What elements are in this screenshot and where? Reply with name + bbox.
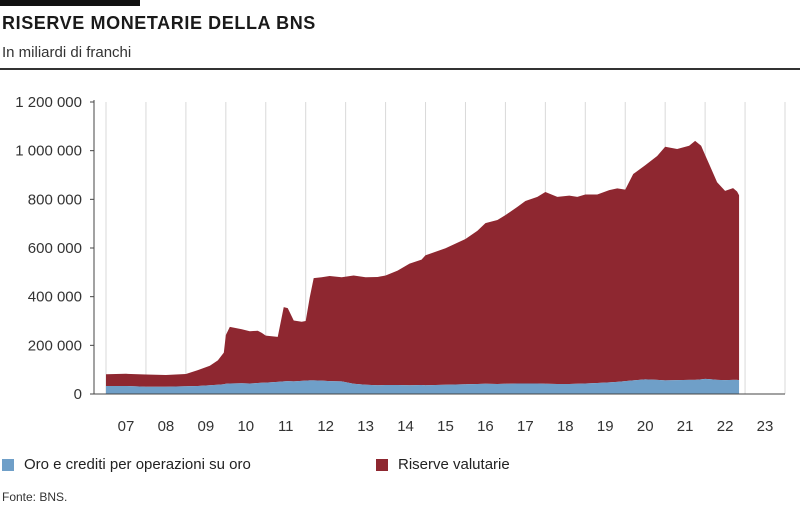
y-tick-label: 1 200 000: [15, 94, 82, 111]
x-tick-label: 17: [517, 418, 534, 435]
header-rule: [0, 68, 800, 70]
x-tick-label: 09: [198, 418, 215, 435]
y-tick-label: 0: [74, 386, 82, 403]
y-tick-label: 200 000: [28, 337, 82, 354]
legend-item-gold: Oro e crediti per operazioni su oro: [2, 456, 251, 473]
y-tick-label: 600 000: [28, 240, 82, 257]
legend-swatch-gold: [2, 458, 14, 471]
y-axis-ticks: 0 200 000 400 000 600 000 800 000 1 000 000 1 …: [15, 94, 82, 403]
x-tick-label: 20: [637, 418, 654, 435]
header-accent-bar: [0, 0, 140, 6]
y-tick-label: 400 000: [28, 289, 82, 306]
x-tick-label: 08: [158, 418, 175, 435]
area-layer: [106, 140, 740, 394]
x-tick-label: 11: [278, 418, 294, 435]
x-tick-label: 16: [477, 418, 494, 435]
legend-item-fx: Riserve valutarie: [376, 456, 510, 473]
x-axis-ticks: 07 08 09 10 11 12 13 14 15 16 17 18 19 20 21 22 23: [118, 418, 774, 435]
chart-subtitle: In miliardi di franchi: [2, 44, 132, 61]
y-tick-label: 800 000: [28, 191, 82, 208]
chart-title: RISERVE MONETARIE DELLA BNS: [2, 13, 316, 33]
x-tick-label: 21: [677, 418, 694, 435]
legend-swatch-fx: [376, 458, 388, 471]
x-tick-label: 10: [237, 418, 254, 435]
x-tick-label: 15: [437, 418, 454, 435]
x-tick-label: 12: [317, 418, 334, 435]
source-note: Fonte: BNS.: [2, 490, 68, 504]
x-tick-label: 22: [717, 418, 734, 435]
x-tick-label: 23: [757, 418, 774, 435]
x-tick-label: 07: [118, 418, 135, 435]
legend-label-gold: Oro e crediti per operazioni su oro: [24, 456, 251, 473]
series-area-oro: [106, 378, 740, 394]
legend: Oro e crediti per operazioni su oro Rise…: [0, 456, 800, 478]
y-tick-label: 1 000 000: [15, 143, 82, 160]
series-area-riserve-valutarie: [106, 140, 740, 387]
legend-label-fx: Riserve valutarie: [398, 456, 510, 473]
x-tick-label: 13: [357, 418, 374, 435]
stacked-area-chart: 0 200 000 400 000 600 000 800 000 1 000 000 1 …: [15, 94, 786, 435]
x-tick-label: 18: [557, 418, 574, 435]
x-tick-label: 14: [397, 418, 414, 435]
x-tick-label: 19: [597, 418, 614, 435]
axis-layer: [90, 100, 785, 395]
